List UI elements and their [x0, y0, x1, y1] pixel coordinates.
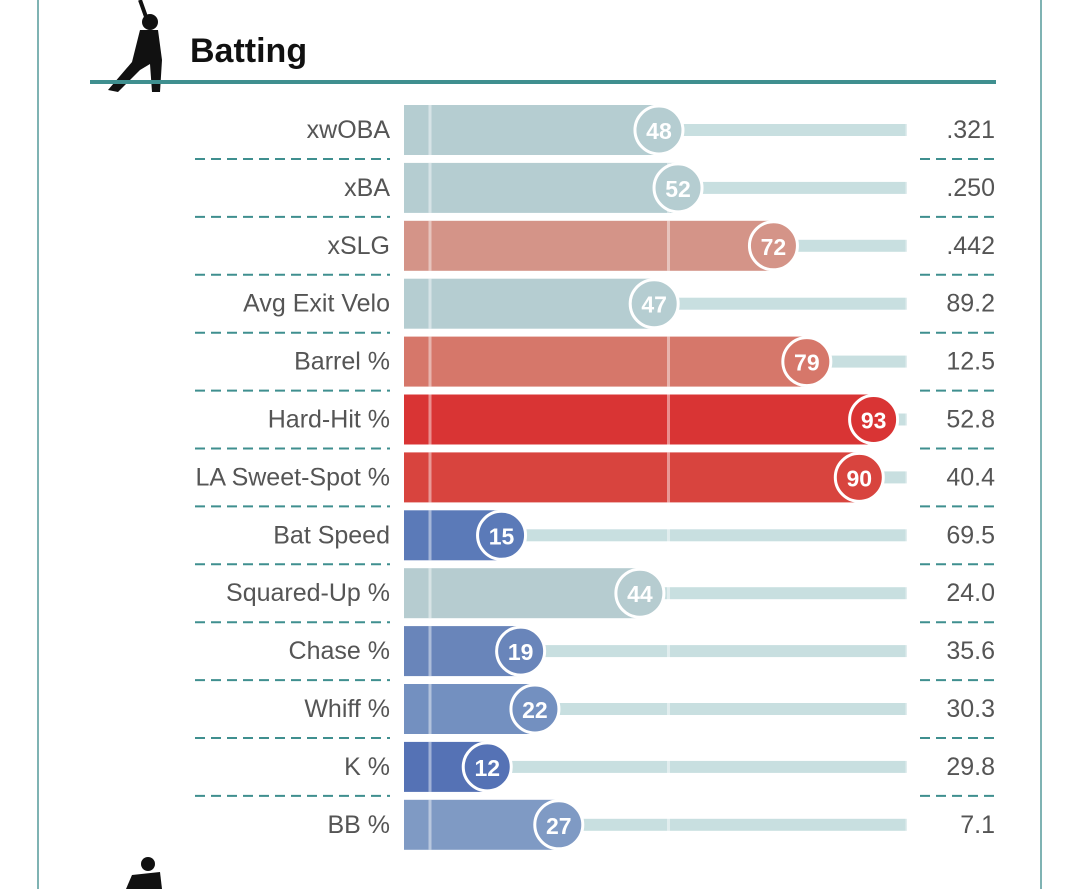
metric-label: xBA [344, 174, 390, 202]
metric-label: Hard-Hit % [268, 406, 390, 434]
metric-label: Avg Exit Velo [243, 290, 390, 318]
track [501, 529, 907, 542]
metric-value: 35.6 [946, 637, 995, 665]
section-title: Batting [190, 32, 307, 70]
metric-value: 7.1 [960, 811, 995, 839]
percentile-circle [628, 278, 680, 330]
percentile-circle [614, 567, 666, 619]
percentile-label: 90 [847, 465, 873, 491]
metric-label: xwOBA [307, 116, 391, 144]
metric-value: 69.5 [946, 521, 995, 549]
batter-icon [108, 0, 162, 92]
metric-value: .321 [946, 116, 995, 144]
metric-label: BB % [327, 811, 390, 839]
track [520, 645, 907, 658]
percentile-label: 44 [627, 581, 653, 607]
percentile-label: 27 [546, 813, 572, 839]
percentile-circle [833, 451, 885, 503]
percentile-label: 47 [641, 292, 667, 318]
percentile-circle [533, 799, 585, 851]
percentile-label: 79 [794, 350, 820, 376]
track [658, 124, 907, 136]
pitcher-icon [126, 857, 162, 889]
bar [404, 220, 774, 271]
track [534, 703, 907, 715]
percentile-label: 48 [646, 118, 672, 144]
metric-value: 89.2 [946, 290, 995, 318]
percentile-circle [495, 625, 547, 677]
metric-value: 52.8 [946, 406, 995, 434]
metric-label: Squared-Up % [226, 579, 390, 607]
track [773, 239, 907, 252]
percentile-circle [781, 336, 833, 388]
percentile-label: 52 [665, 176, 691, 202]
percentile-circle [509, 683, 561, 735]
metric-value: 12.5 [946, 348, 995, 376]
track [487, 760, 907, 773]
metric-value: 40.4 [946, 463, 995, 491]
bar [404, 452, 860, 503]
bar [404, 162, 679, 213]
track [678, 181, 907, 194]
metric-label: Whiff % [304, 695, 390, 723]
bar [404, 799, 559, 850]
percentile-circle [461, 741, 513, 793]
metric-value: 30.3 [946, 695, 995, 723]
percentile-label: 12 [474, 755, 500, 781]
metric-value: .250 [946, 174, 995, 202]
percentile-circle [848, 394, 900, 445]
metric-value: 29.8 [946, 753, 995, 781]
percentile-label: 22 [522, 697, 548, 723]
metric-value: 24.0 [946, 579, 995, 607]
metric-label: Barrel % [294, 348, 390, 376]
percentile-circle [652, 162, 704, 214]
bar [404, 394, 874, 445]
bar [404, 336, 807, 387]
bar [404, 105, 659, 155]
percentile-label: 72 [761, 234, 787, 260]
metric-value: .442 [946, 232, 995, 260]
percentile-label: 93 [861, 408, 887, 434]
metric-label: Bat Speed [273, 521, 390, 549]
metric-label: Chase % [289, 637, 390, 665]
bar [404, 278, 655, 329]
bar [404, 568, 640, 619]
track [654, 297, 907, 310]
metric-label: LA Sweet-Spot % [195, 463, 390, 491]
percentile-circle [633, 104, 685, 156]
track [639, 587, 907, 600]
track [558, 818, 907, 831]
metric-label: K % [344, 753, 390, 781]
percentile-label: 15 [489, 523, 515, 549]
percentile-circle [476, 509, 528, 561]
percentile-label: 19 [508, 639, 534, 665]
metric-label: xSLG [327, 232, 390, 260]
percentile-circle [747, 220, 799, 272]
